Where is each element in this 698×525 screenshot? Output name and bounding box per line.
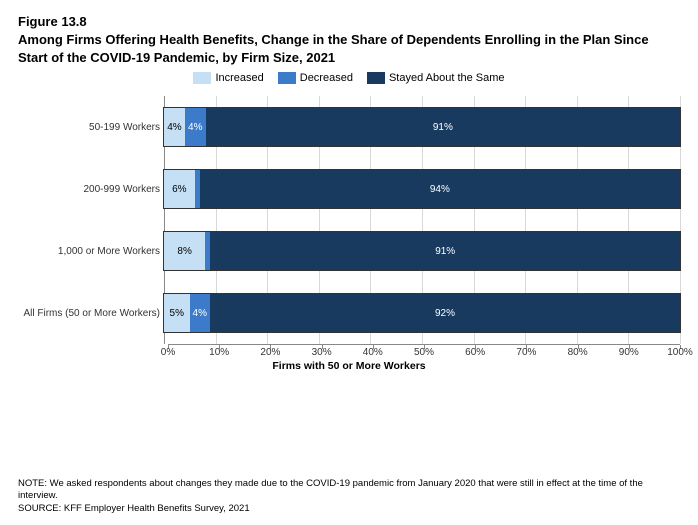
x-tick-label: 90% [619, 347, 639, 358]
category-label: All Firms (50 or More Workers) [14, 282, 164, 344]
x-tick-label: 30% [312, 347, 332, 358]
stacked-bar: 6% 94% [164, 170, 680, 208]
plot-area: 4% 4% 91% 6% 94% 8% 91% 5% 4% 92% [164, 96, 680, 344]
chart: 50-199 Workers200-999 Workers1,000 or Mo… [14, 96, 680, 344]
legend-item: Decreased [278, 72, 353, 84]
category-label: 1,000 or More Workers [14, 220, 164, 282]
x-tick-label: 40% [363, 347, 383, 358]
y-axis-labels: 50-199 Workers200-999 Workers1,000 or Mo… [14, 96, 164, 344]
segment-value-label: 4% [188, 122, 202, 133]
stacked-bar: 8% 91% [164, 232, 680, 270]
bar-segment: 94% [200, 170, 680, 208]
x-tick-label: 60% [465, 347, 485, 358]
source-text: SOURCE: KFF Employer Health Benefits Sur… [18, 503, 680, 515]
category-label: 50-199 Workers [14, 96, 164, 158]
bar-segment: 6% [164, 170, 195, 208]
x-axis: 0%10%20%30%40%50%60%70%80%90%100% [168, 344, 680, 358]
legend-swatch [193, 72, 211, 84]
figure-number: Figure 13.8 [18, 14, 680, 29]
bar-segment: 8% [164, 232, 205, 270]
bar-row: 4% 4% 91% [164, 96, 680, 158]
bar-row: 5% 4% 92% [164, 282, 680, 344]
footnotes: NOTE: We asked respondents about changes… [18, 478, 680, 515]
segment-value-label: 91% [433, 122, 453, 133]
bar-row: 8% 91% [164, 220, 680, 282]
segment-value-label: 92% [435, 308, 455, 319]
legend-label: Decreased [300, 72, 353, 84]
note-text: NOTE: We asked respondents about changes… [18, 478, 680, 503]
legend-label: Increased [215, 72, 263, 84]
bar-segment: 4% [185, 108, 206, 146]
gridline [680, 96, 681, 344]
x-axis-title: Firms with 50 or More Workers [18, 360, 680, 372]
legend-swatch [367, 72, 385, 84]
category-label: 200-999 Workers [14, 158, 164, 220]
bar-segment: 91% [206, 108, 680, 146]
segment-value-label: 5% [170, 308, 184, 319]
bar-segment: 4% [190, 294, 210, 332]
legend-item: Stayed About the Same [367, 72, 505, 84]
legend-item: Increased [193, 72, 263, 84]
segment-value-label: 91% [435, 246, 455, 257]
legend-label: Stayed About the Same [389, 72, 505, 84]
bar-segment: 91% [210, 232, 680, 270]
figure-title: Among Firms Offering Health Benefits, Ch… [18, 31, 680, 66]
x-tick-label: 10% [209, 347, 229, 358]
segment-value-label: 94% [430, 184, 450, 195]
bar-segment: 92% [210, 294, 680, 332]
bars-container: 4% 4% 91% 6% 94% 8% 91% 5% 4% 92% [164, 96, 680, 344]
segment-value-label: 4% [167, 122, 181, 133]
legend-swatch [278, 72, 296, 84]
segment-value-label: 4% [193, 308, 207, 319]
segment-value-label: 6% [172, 184, 186, 195]
x-tick-label: 0% [161, 347, 175, 358]
legend: Increased Decreased Stayed About the Same [18, 72, 680, 84]
x-tick-label: 100% [667, 347, 693, 358]
x-tick-label: 80% [568, 347, 588, 358]
stacked-bar: 4% 4% 91% [164, 108, 680, 146]
x-tick-label: 50% [414, 347, 434, 358]
bar-row: 6% 94% [164, 158, 680, 220]
bar-segment: 5% [164, 294, 190, 332]
x-tick-label: 70% [516, 347, 536, 358]
bar-segment: 4% [164, 108, 185, 146]
segment-value-label: 8% [177, 246, 191, 257]
stacked-bar: 5% 4% 92% [164, 294, 680, 332]
x-tick-label: 20% [260, 347, 280, 358]
